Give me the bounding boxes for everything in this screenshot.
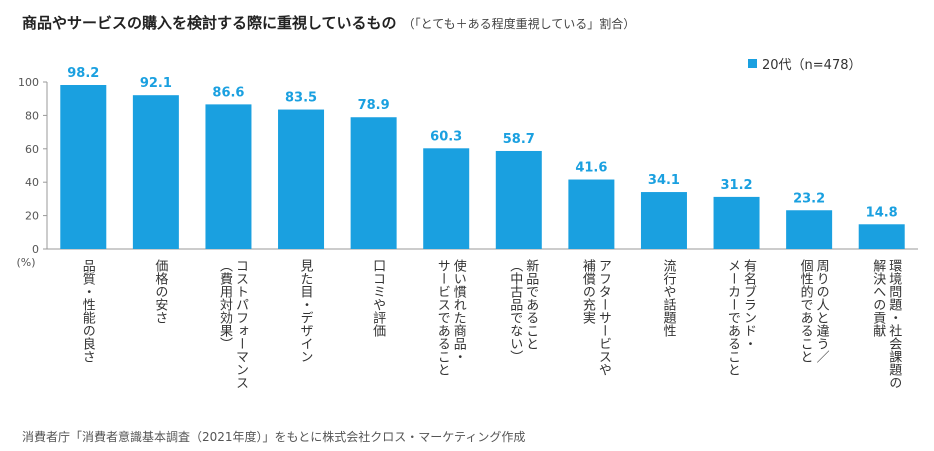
category-label: 解決への貢献 <box>870 259 886 338</box>
bar-value-label: 83.5 <box>285 91 317 106</box>
bar-value-label: 60.3 <box>430 129 462 144</box>
bar-value-label: 86.6 <box>212 85 244 100</box>
bar <box>423 148 470 249</box>
y-tick-label: 40 <box>25 176 39 189</box>
bar <box>132 95 179 250</box>
bar <box>786 210 833 249</box>
category-label: （中古品でない） <box>507 259 523 363</box>
y-tick-label: 60 <box>25 143 39 156</box>
chart-title: 商品やサービスの購入を検討する際に重視しているもの <box>22 14 397 32</box>
category-label: サービスであること <box>435 259 450 376</box>
bar <box>568 179 615 249</box>
category-label: 新品であること <box>523 258 539 350</box>
legend-label: 20代（n=478） <box>762 58 862 73</box>
category-label: 補償の充実 <box>580 259 596 324</box>
y-axis-unit: (%) <box>16 256 35 269</box>
bar-value-label: 92.1 <box>140 76 172 91</box>
category-label: 価格の安さ <box>152 259 168 324</box>
bar <box>205 104 252 250</box>
category-label: 有名ブランド・ <box>741 259 757 350</box>
category-label: 使い慣れた商品・ <box>451 258 467 363</box>
bar-value-label: 78.9 <box>358 98 390 113</box>
y-tick-label: 0 <box>32 243 39 256</box>
bar-value-label: 98.2 <box>67 66 99 81</box>
category-label: 口コミや評価 <box>370 259 386 337</box>
bar <box>858 224 905 249</box>
category-label: 見た目・デザイン <box>298 259 314 363</box>
bar <box>278 109 325 250</box>
category-label: メーカーであること <box>725 259 740 376</box>
bar-value-label: 34.1 <box>648 173 680 188</box>
category-label: 個性的であること <box>798 259 814 363</box>
category-label: 流行や話題性 <box>660 259 676 337</box>
chart-subtitle: （「とても＋ある程度重視している」割合） <box>402 17 636 31</box>
y-tick-label: 100 <box>18 76 39 89</box>
category-label: 品質・性能の良さ <box>80 259 96 363</box>
y-tick-label: 80 <box>25 109 39 122</box>
category-label: コストパフォーマンス <box>233 259 249 389</box>
category-label: （費用対効果） <box>217 259 233 350</box>
bar <box>713 196 760 249</box>
category-label: 周りの人と違う／ <box>814 259 830 363</box>
bar-value-label: 58.7 <box>503 132 535 147</box>
bar-value-label: 31.2 <box>721 178 753 193</box>
bar <box>350 117 397 249</box>
category-label: アフターサービスや <box>596 259 612 376</box>
chart-title-row: 商品やサービスの購入を検討する際に重視しているもの （「とても＋ある程度重視してい… <box>22 12 635 33</box>
category-label: 環境問題・社会課題の <box>886 259 902 389</box>
chart-legend: 20代（n=478） <box>748 54 862 73</box>
legend-swatch <box>748 59 757 68</box>
bar <box>495 150 542 249</box>
bar-value-label: 23.2 <box>793 191 825 206</box>
source-note: 消費者庁「消費者意識基本調査（2021年度）」をもとに株式会社クロス・マーケティ… <box>22 430 526 444</box>
y-tick-label: 20 <box>25 210 39 223</box>
bar-value-label: 41.6 <box>575 161 607 176</box>
bar <box>60 85 107 249</box>
bar <box>640 192 687 249</box>
bar-value-label: 14.8 <box>866 205 898 220</box>
